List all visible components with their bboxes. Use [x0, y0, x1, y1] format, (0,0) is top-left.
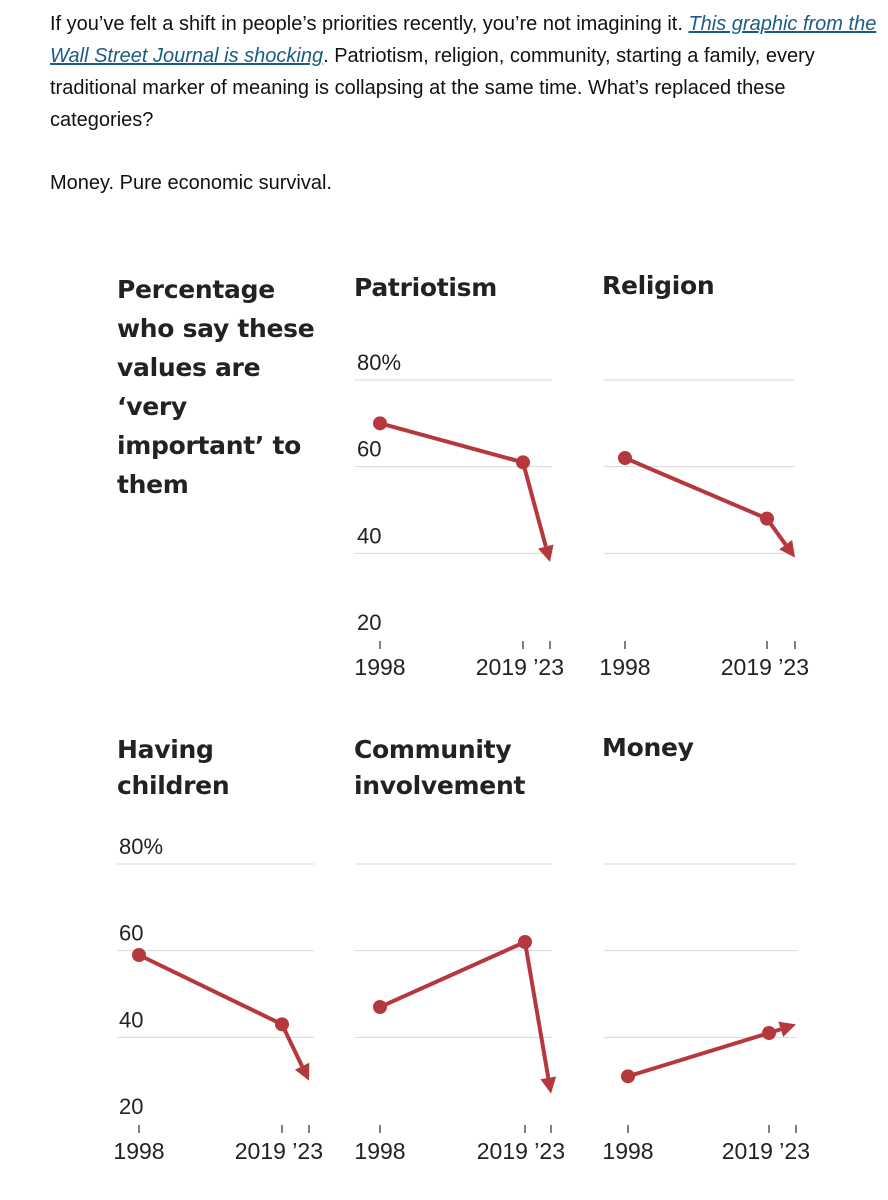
x-tick-label-patriotism-1998: 1998 — [354, 654, 405, 680]
panel-title-patriotism: Patriotism — [354, 273, 497, 302]
series-line-having-children-1998-2019 — [137, 953, 284, 1027]
wsj-graphic-link[interactable]: This graphic from the Wall Street Journa… — [50, 13, 877, 67]
data-point-community-involvement-1998 — [373, 1000, 387, 1014]
article-text-before-link: If you’ve felt a shift in people’s prior… — [50, 13, 689, 35]
y-tick-label-having-children: 80% — [119, 834, 163, 859]
y-tick-label-having-children: 60 — [119, 921, 143, 946]
arrow-head-religion-2023 — [779, 540, 795, 558]
x-tick-label-money-2019-23: 2019 ’23 — [722, 1138, 810, 1164]
x-tick-label-having-children-2019-23: 2019 ’23 — [235, 1138, 323, 1164]
series-line-community-involvement-1998-2019 — [378, 940, 527, 1009]
data-point-religion-2019 — [760, 511, 774, 526]
arrow-head-patriotism-2023 — [538, 544, 554, 562]
data-point-money-1998 — [621, 1069, 635, 1084]
series-line-community-involvement-2019-2023 — [523, 941, 551, 1079]
series-line-patriotism-1998-2019 — [378, 421, 525, 465]
x-tick-label-religion-2019-23: 2019 ’23 — [721, 654, 809, 680]
x-tick-label-religion-1998: 1998 — [599, 654, 650, 680]
x-tick-label-money-1998: 1998 — [602, 1138, 653, 1164]
series-line-religion-1998-2019 — [623, 456, 769, 521]
panel-title-community-involvement: Community involvement — [354, 735, 526, 800]
y-tick-label-patriotism: 60 — [357, 437, 381, 462]
series-line-patriotism-2019-2023 — [521, 461, 548, 548]
data-point-patriotism-2019 — [516, 455, 530, 470]
series-line-money-1998-2019 — [626, 1031, 771, 1079]
data-point-community-involvement-2019 — [518, 935, 532, 949]
series-line-having-children-2019-2023 — [280, 1023, 304, 1068]
article-text-after-link: . Patriotism, religion, community, start… — [50, 45, 815, 131]
data-point-money-2019 — [762, 1026, 776, 1040]
x-tick-label-community-involvement-2019-23: 2019 ’23 — [477, 1138, 565, 1164]
data-point-having-children-2019 — [275, 1017, 289, 1032]
y-tick-label-patriotism: 40 — [357, 523, 381, 548]
x-tick-label-community-involvement-1998: 1998 — [354, 1138, 405, 1164]
arrow-head-money-2023 — [778, 1021, 796, 1037]
article-paragraph: If you’ve felt a shift in people’s prior… — [50, 8, 888, 136]
data-point-religion-1998 — [618, 451, 632, 465]
data-point-patriotism-1998 — [373, 416, 387, 431]
y-tick-label-patriotism: 20 — [357, 610, 381, 635]
panel-title-having-children: Having children — [117, 735, 230, 800]
arrow-head-community-involvement-2023 — [540, 1076, 557, 1094]
y-tick-label-having-children: 40 — [119, 1007, 143, 1032]
chart-intro-label: Percentage who say these values are ‘ver… — [117, 275, 315, 499]
y-tick-label-having-children: 20 — [119, 1094, 143, 1119]
data-point-having-children-1998 — [132, 948, 146, 962]
panel-title-religion: Religion — [602, 271, 715, 300]
arrow-head-having-children-2023 — [294, 1062, 310, 1081]
article-paragraph-2: Money. Pure economic survival. — [50, 172, 332, 194]
x-tick-label-patriotism-2019-23: 2019 ’23 — [476, 654, 564, 680]
x-tick-label-having-children-1998: 1998 — [113, 1138, 164, 1164]
panel-title-money: Money — [602, 733, 694, 762]
y-tick-label-patriotism: 80% — [357, 350, 401, 375]
